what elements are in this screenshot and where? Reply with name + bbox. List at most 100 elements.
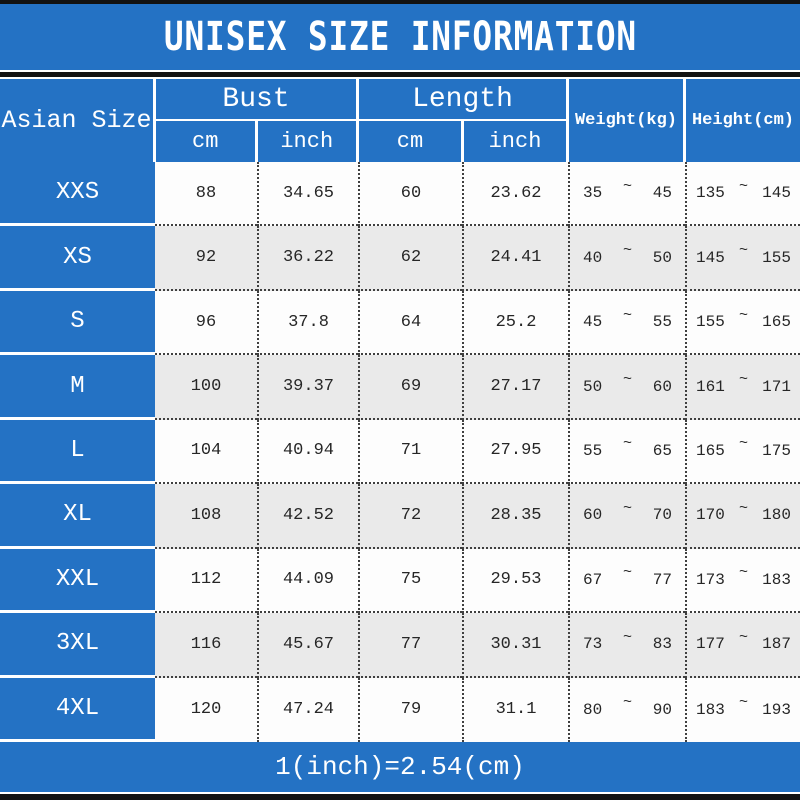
bust-inch-value: 40.94 (257, 419, 358, 485)
height-max-value: 183 (762, 570, 791, 589)
size-label: 4XL (0, 677, 155, 742)
weight-max-value: 50 (652, 248, 672, 267)
height-max-value: 175 (762, 441, 791, 460)
bust-cm-value: 92 (155, 226, 257, 291)
length-cm-value: 75 (358, 548, 462, 614)
top-border-bar (0, 0, 800, 4)
tilde-glyph: ~ (622, 177, 632, 195)
weight-range: 40 ~ 50 (568, 226, 685, 291)
weight-range: 73 ~ 83 (568, 613, 685, 678)
weight-range: 80 ~ 90 (568, 677, 685, 742)
height-min-value: 170 (696, 506, 725, 525)
tilde-glyph: ~ (738, 177, 748, 195)
bust-inch-value: 39.37 (257, 355, 358, 420)
bust-cm-value: 96 (155, 290, 257, 356)
bust-cm-value: 88 (155, 162, 257, 227)
tilde-glyph: ~ (622, 435, 632, 453)
size-label: XXL (0, 548, 155, 614)
bust-cm-value: 116 (155, 613, 257, 678)
tilde-glyph: ~ (738, 694, 748, 712)
weight-min-value: 73 (583, 635, 603, 654)
bust-inch-value: 37.8 (257, 290, 358, 356)
bust-inch-value: 34.65 (257, 162, 358, 227)
footer-sliver (0, 792, 800, 794)
weight-min-value: 40 (583, 248, 603, 267)
weight-min-value: 80 (583, 700, 603, 719)
tilde-glyph: ~ (622, 564, 632, 582)
height-min-value: 177 (696, 635, 725, 654)
title-band: UNISEX SIZE INFORMATION (0, 4, 800, 70)
height-min-value: 155 (696, 313, 725, 332)
bust-cm-value: 120 (155, 677, 257, 742)
height-range: 165 ~ 175 (685, 419, 800, 485)
table-row: XS 92 36.22 62 24.41 40 ~ 50 145 ~ 155 (0, 226, 800, 291)
height-range: 145 ~ 155 (685, 226, 800, 291)
tilde-glyph: ~ (738, 435, 748, 453)
length-inch-value: 25.2 (462, 290, 568, 356)
tilde-glyph: ~ (622, 371, 632, 389)
table-row: L 104 40.94 71 27.95 55 ~ 65 165 ~ 175 (0, 419, 800, 485)
header-height: Height(cm) (686, 79, 800, 162)
header-asian-size: Asian Size (0, 79, 153, 162)
tilde-glyph: ~ (622, 694, 632, 712)
length-inch-value: 23.62 (462, 162, 568, 227)
bust-inch-value: 45.67 (257, 613, 358, 678)
header-group-length: Length cm inch (359, 79, 566, 162)
table-row: XXS 88 34.65 60 23.62 35 ~ 45 135 ~ 145 (0, 162, 800, 227)
weight-max-value: 90 (652, 700, 672, 719)
weight-range: 45 ~ 55 (568, 290, 685, 356)
length-inch-value: 28.35 (462, 484, 568, 549)
tilde-glyph: ~ (622, 242, 632, 260)
table-row: XL 108 42.52 72 28.35 60 ~ 70 170 ~ 180 (0, 484, 800, 549)
height-max-value: 155 (762, 248, 791, 267)
bust-inch-value: 42.52 (257, 484, 358, 549)
header-bust: Bust (156, 79, 356, 119)
height-range: 161 ~ 171 (685, 355, 800, 420)
bust-inch-value: 36.22 (257, 226, 358, 291)
tilde-glyph: ~ (622, 306, 632, 324)
height-max-value: 187 (762, 635, 791, 654)
height-range: 183 ~ 193 (685, 677, 800, 742)
tilde-glyph: ~ (738, 306, 748, 324)
height-min-value: 161 (696, 377, 725, 396)
header-bust-inch: inch (257, 121, 356, 162)
height-min-value: 145 (696, 248, 725, 267)
length-cm-value: 62 (358, 226, 462, 291)
weight-max-value: 70 (652, 506, 672, 525)
table-header: Asian Size Bust cm inch Length cm inch W… (0, 79, 800, 162)
header-bust-cm: cm (156, 121, 255, 162)
bottom-border-bar (0, 794, 800, 800)
weight-min-value: 67 (583, 570, 603, 589)
weight-min-value: 35 (583, 184, 603, 203)
bust-cm-value: 100 (155, 355, 257, 420)
weight-range: 60 ~ 70 (568, 484, 685, 549)
table-row: 4XL 120 47.24 79 31.1 80 ~ 90 183 ~ 193 (0, 677, 800, 742)
header-length: Length (359, 79, 566, 119)
header-group-bust: Bust cm inch (156, 79, 356, 162)
weight-min-value: 50 (583, 377, 603, 396)
tilde-glyph: ~ (738, 499, 748, 517)
weight-range: 55 ~ 65 (568, 419, 685, 485)
bust-inch-value: 44.09 (257, 548, 358, 614)
length-cm-value: 64 (358, 290, 462, 356)
weight-max-value: 83 (652, 635, 672, 654)
height-min-value: 173 (696, 570, 725, 589)
height-max-value: 193 (762, 700, 791, 719)
table-row: XXL 112 44.09 75 29.53 67 ~ 77 173 ~ 183 (0, 548, 800, 614)
conversion-note: 1(inch)=2.54(cm) (275, 752, 525, 782)
height-range: 155 ~ 165 (685, 290, 800, 356)
length-inch-value: 27.95 (462, 419, 568, 485)
size-label: M (0, 355, 155, 420)
length-cm-value: 71 (358, 419, 462, 485)
weight-max-value: 55 (652, 313, 672, 332)
height-min-value: 135 (696, 184, 725, 203)
length-cm-value: 79 (358, 677, 462, 742)
length-cm-value: 69 (358, 355, 462, 420)
size-label: L (0, 419, 155, 485)
weight-max-value: 77 (652, 570, 672, 589)
table-body: XXS 88 34.65 60 23.62 35 ~ 45 135 ~ 145 … (0, 162, 800, 742)
weight-min-value: 60 (583, 506, 603, 525)
header-length-cm: cm (359, 121, 461, 162)
length-inch-value: 29.53 (462, 548, 568, 614)
